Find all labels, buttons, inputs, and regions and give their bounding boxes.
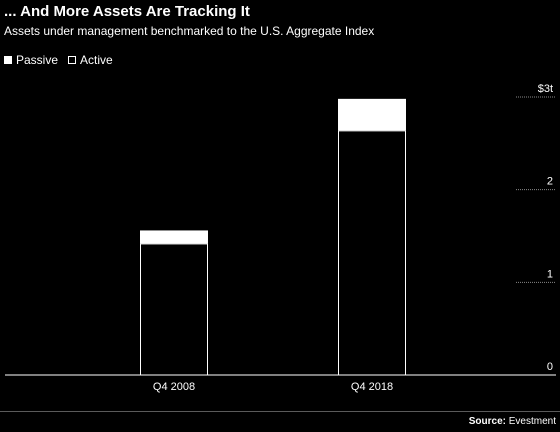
legend-swatch-passive (4, 56, 12, 64)
legend-swatch-active (68, 56, 77, 64)
y-tick-label: 1 (547, 268, 553, 280)
chart-subtitle: Assets under management benchmarked to t… (4, 24, 375, 38)
source-value: Evestment (508, 416, 556, 427)
footer: Source: Evestment (0, 411, 560, 432)
legend-label-passive: Passive (16, 53, 59, 67)
source-label: Source: (468, 416, 506, 427)
bar-passive (338, 98, 406, 131)
legend-item-active: Active (68, 53, 113, 67)
x-tick-label: Q4 2008 (153, 381, 195, 393)
bar-active (140, 243, 208, 376)
y-tick-label: 0 (547, 361, 553, 373)
source-note: Source: Evestment (469, 416, 556, 427)
legend-item-passive: Passive (4, 53, 58, 67)
y-tick-label: 2 (547, 176, 553, 188)
legend: Passive Active (4, 53, 123, 67)
bar-chart: 0 1 2 $3t Q4 2008 Q4 2018 (5, 83, 556, 393)
legend-label-active: Active (80, 53, 113, 67)
y-tick-label: $3t (538, 83, 553, 95)
x-tick-label: Q4 2018 (351, 381, 393, 393)
bar-passive (140, 230, 208, 244)
chart-title: ... And More Assets Are Tracking It (4, 3, 250, 20)
bar-active (338, 130, 406, 376)
